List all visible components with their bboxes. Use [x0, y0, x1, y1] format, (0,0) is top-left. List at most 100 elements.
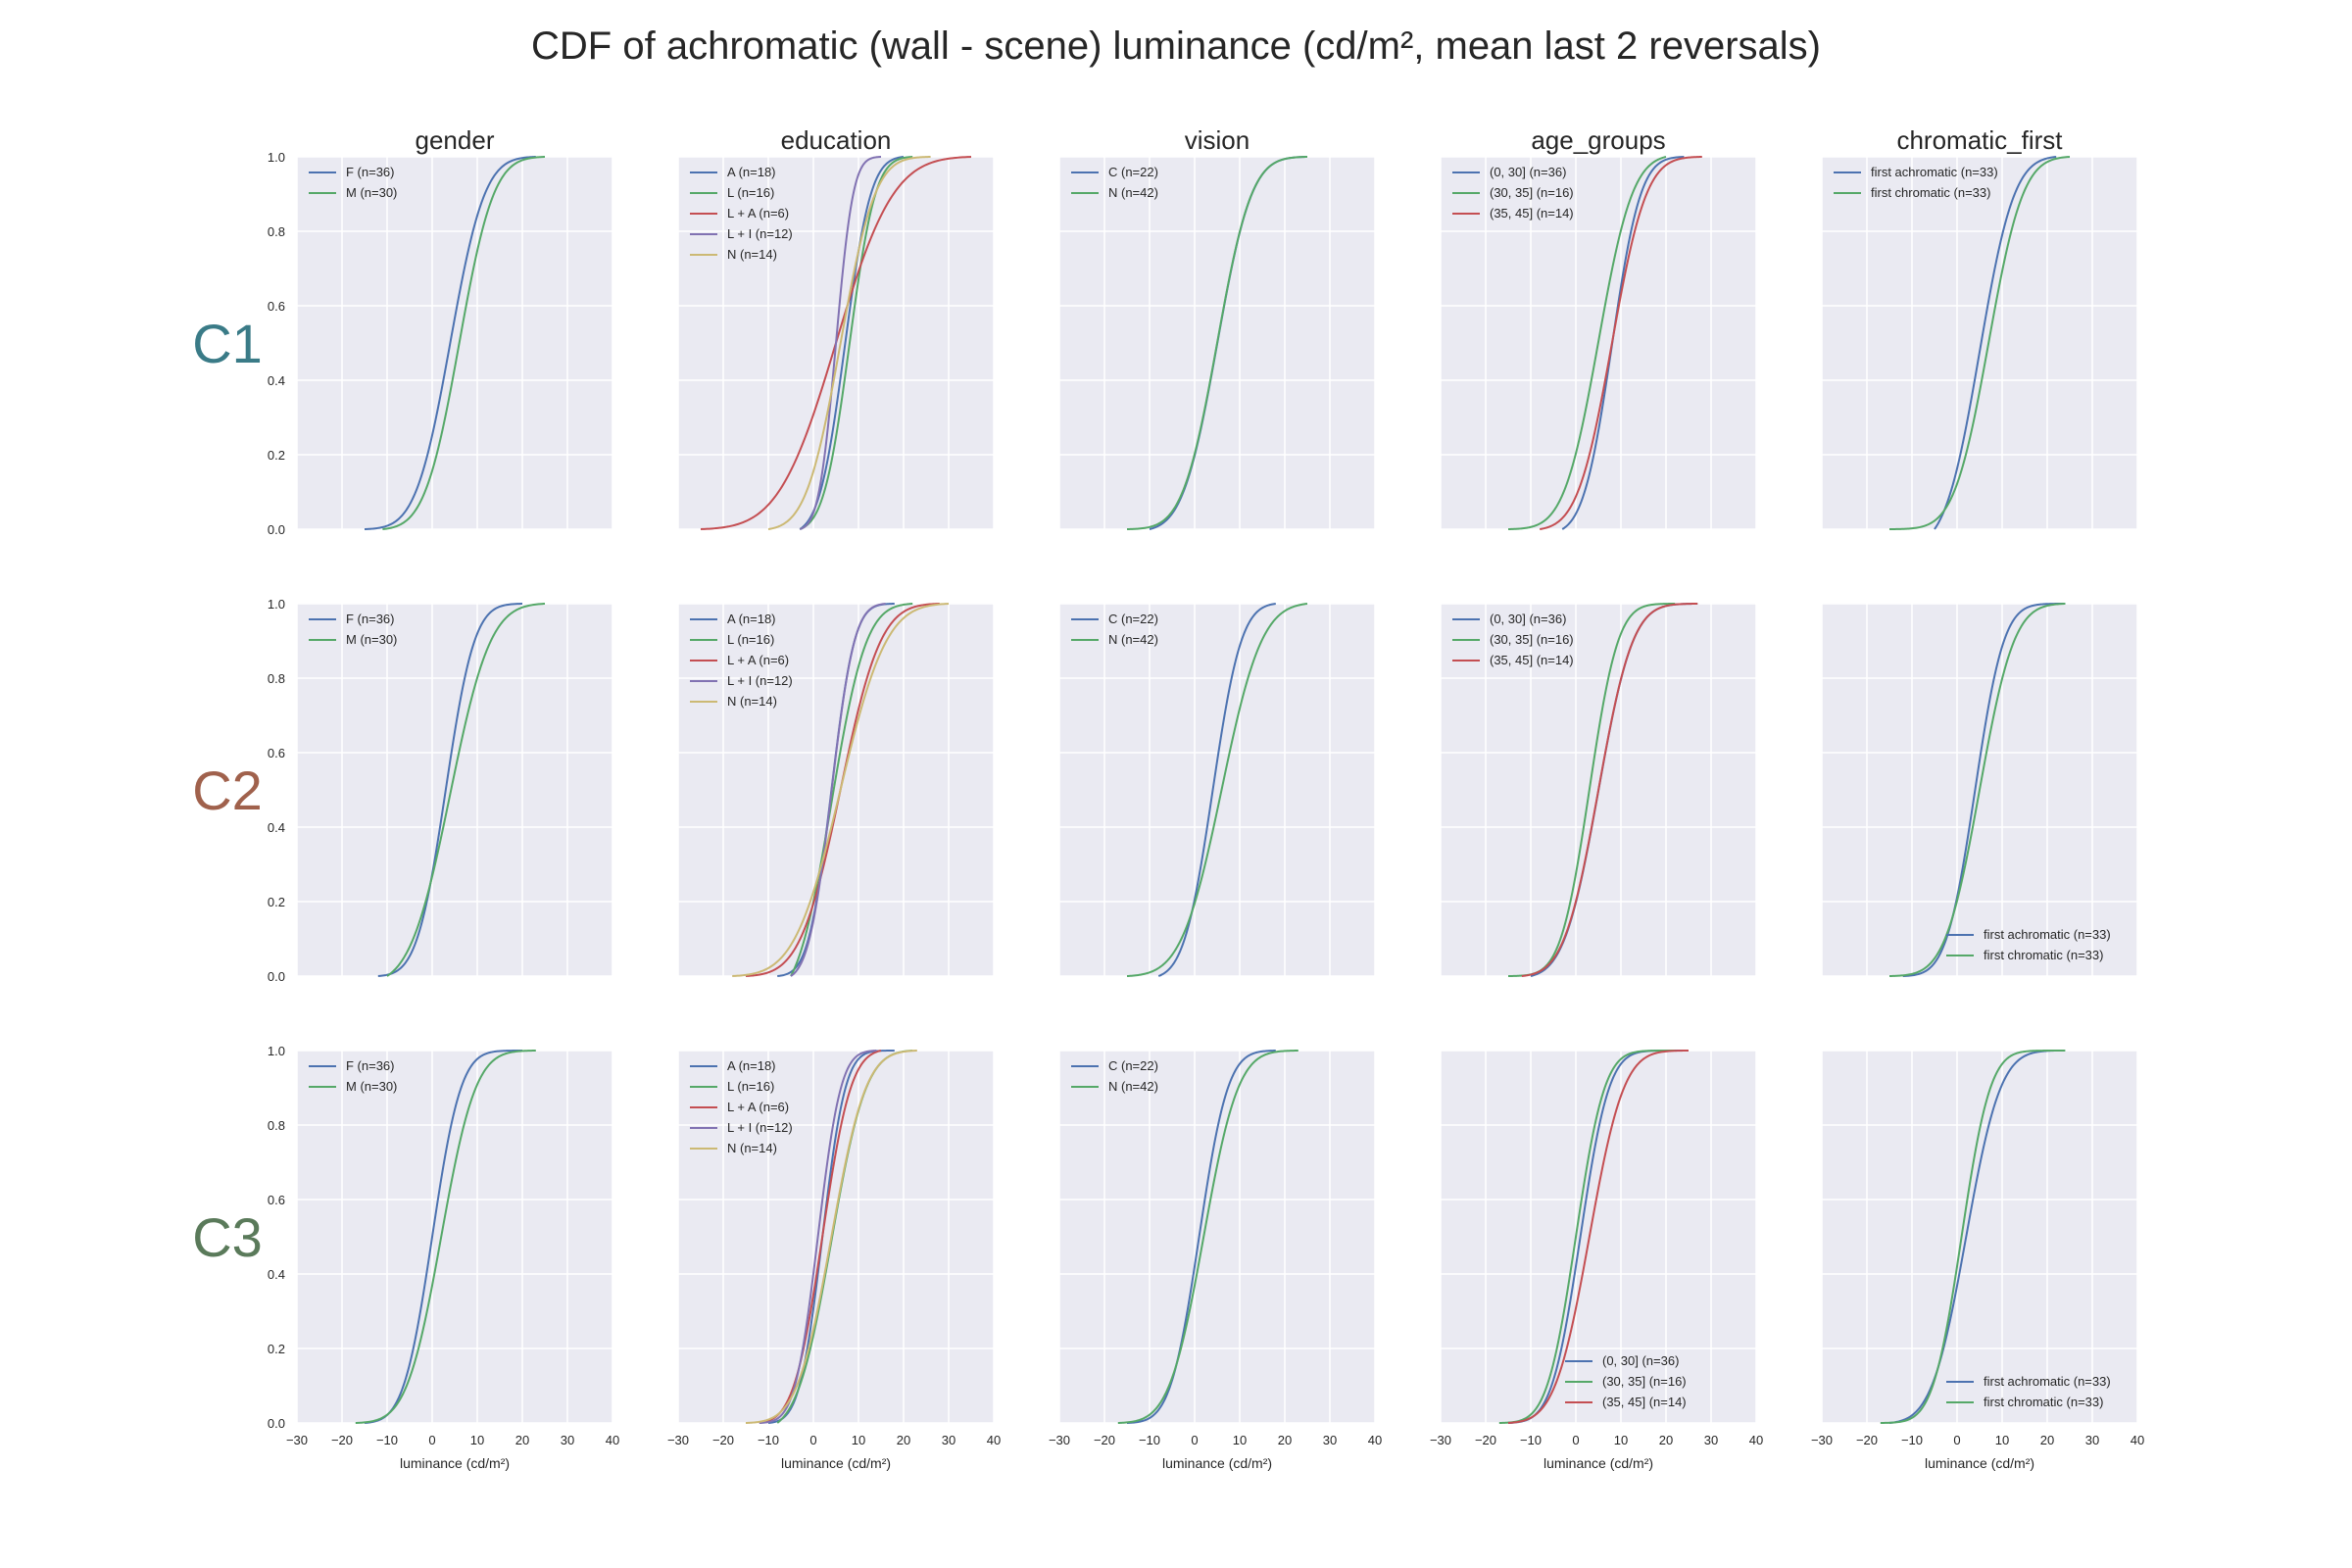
y-tick-label: 0.8 [268, 671, 285, 686]
panel-background [1059, 1051, 1375, 1423]
series-line--35-45-n-14- [1521, 603, 1698, 977]
legend-entry: C (n=22) [1108, 612, 1158, 626]
x-axis-label: luminance (cd/m²) [1925, 1455, 2034, 1471]
series-line-n-n-14- [767, 156, 931, 530]
legend-entry: L + I (n=12) [727, 673, 793, 688]
legend-entry: F (n=36) [346, 612, 395, 626]
panel-background [1822, 1051, 2137, 1423]
legend-entry: N (n=14) [727, 1141, 777, 1155]
x-tick-label: −10 [1520, 1433, 1542, 1447]
y-tick-label: 0.0 [268, 522, 285, 537]
panel-C3-age_groups: −30 −20 −10 0 10 20 30 40 luminance (cd/m²) (0, 3… [1430, 1050, 1763, 1471]
legend-entry: M (n=30) [346, 632, 397, 647]
series-line-c-n-22- [1157, 603, 1276, 977]
panel-C3-gender: 0.0 0.2 0.4 0.6 0.8 1.0 −30 −20 −10 0 10 20 30 40 lumi… [268, 1044, 619, 1471]
y-tick-label: 0.0 [268, 969, 285, 984]
legend-entry: (30, 35] (n=16) [1490, 632, 1574, 647]
legend-entry: first chromatic (n=33) [1984, 948, 2103, 962]
x-tick-label: −20 [1094, 1433, 1115, 1447]
x-tick-label: 0 [428, 1433, 435, 1447]
panel-background [297, 157, 612, 529]
legend: F (n=36) M (n=30) [309, 1058, 397, 1094]
legend-entry: A (n=18) [727, 612, 776, 626]
y-tick-label: 0.4 [268, 820, 285, 835]
series-line-m-n-30- [386, 603, 546, 977]
x-tick-label: 40 [606, 1433, 619, 1447]
panel-C1-vision: C (n=22) N (n=42) [1058, 156, 1376, 530]
x-tick-label: 10 [1995, 1433, 2009, 1447]
legend-entry: L (n=16) [727, 632, 774, 647]
x-tick-label: 20 [1278, 1433, 1292, 1447]
x-tick-label: −20 [1856, 1433, 1878, 1447]
x-tick-label: 30 [942, 1433, 956, 1447]
legend-entry: F (n=36) [346, 1058, 395, 1073]
series-line-first-achromatic-n-33- [1888, 1050, 2057, 1424]
series-line--35-45-n-14- [1507, 1050, 1690, 1424]
row-label-C1: C1 [192, 313, 263, 374]
x-tick-label: −10 [1901, 1433, 1923, 1447]
x-tick-label: 10 [1233, 1433, 1247, 1447]
panel-C3-chromatic_first: −30 −20 −10 0 10 20 30 40 luminance (cd/m²) first… [1811, 1050, 2144, 1471]
series-line-first-chromatic-n-33- [1880, 1050, 2066, 1424]
y-tick-label: 0.2 [268, 895, 285, 909]
legend-entry: (35, 45] (n=14) [1490, 206, 1574, 220]
legend-entry: C (n=22) [1108, 1058, 1158, 1073]
column-title-chromatic_first: chromatic_first [1896, 125, 2063, 155]
legend-entry: first achromatic (n=33) [1984, 927, 2111, 942]
series-line-f-n-36- [364, 156, 536, 530]
x-tick-label: 10 [1614, 1433, 1628, 1447]
legend: A (n=18) L (n=16) L + A (n=6) L + I (n=12) N… [690, 612, 793, 709]
panel-C1-gender: 0.0 0.2 0.4 0.6 0.8 1.0 F (n=36) M (n=30) [268, 150, 613, 537]
legend-entry: N (n=42) [1108, 1079, 1158, 1094]
panel-C2-vision: C (n=22) N (n=42) [1058, 603, 1376, 977]
x-tick-label: 40 [1368, 1433, 1382, 1447]
legend: F (n=36) M (n=30) [309, 612, 397, 647]
legend-entry: (35, 45] (n=14) [1602, 1395, 1687, 1409]
x-axis-label: luminance (cd/m²) [400, 1455, 510, 1471]
legend-entry: L (n=16) [727, 1079, 774, 1094]
x-tick-label: 0 [1191, 1433, 1198, 1447]
legend-entry: N (n=42) [1108, 632, 1158, 647]
series-line-m-n-30- [382, 156, 546, 530]
panel-C3-education: −30 −20 −10 0 10 20 30 40 luminance (cd/m²) A (n=… [667, 1050, 1001, 1471]
x-tick-label: −20 [712, 1433, 734, 1447]
y-tick-label: 0.2 [268, 448, 285, 463]
legend-entry: N (n=14) [727, 694, 777, 709]
legend-entry: L + I (n=12) [727, 226, 793, 241]
series-line-first-achromatic-n-33- [1934, 156, 2057, 530]
x-tick-label: 20 [515, 1433, 529, 1447]
legend-entry: A (n=18) [727, 165, 776, 179]
series-line-l-i-n-12- [799, 156, 882, 530]
legend-entry: L + A (n=6) [727, 653, 789, 667]
x-tick-label: 0 [809, 1433, 816, 1447]
legend: F (n=36) M (n=30) [309, 165, 397, 200]
x-tick-label: −20 [1475, 1433, 1496, 1447]
legend-entry: L (n=16) [727, 185, 774, 200]
panel-background [1059, 604, 1375, 976]
panel-C2-gender: 0.0 0.2 0.4 0.6 0.8 1.0 F (n=36) M (n=30) [268, 597, 613, 984]
x-tick-label: 20 [897, 1433, 910, 1447]
x-tick-label: 10 [852, 1433, 865, 1447]
legend: first achromatic (n=33) first chromatic (… [1946, 1374, 2111, 1409]
x-tick-label: 40 [2131, 1433, 2144, 1447]
legend-entry: M (n=30) [346, 185, 397, 200]
column-title-age_groups: age_groups [1531, 125, 1665, 155]
panel-C1-chromatic_first: first achromatic (n=33) first chromatic (… [1821, 156, 2138, 530]
series-line-l-i-n-12- [759, 1050, 877, 1424]
legend-entry: (0, 30] (n=36) [1490, 165, 1566, 179]
series-line--30-35-n-16- [1498, 1050, 1676, 1424]
x-tick-label: −10 [376, 1433, 398, 1447]
series-line-l-i-n-12- [790, 603, 886, 977]
x-tick-label: 20 [1659, 1433, 1673, 1447]
series-line--0-30-n-36- [1561, 156, 1685, 530]
panel-C2-education: A (n=18) L (n=16) L + A (n=6) L + I (n=12) N… [677, 603, 995, 977]
legend-entry: (30, 35] (n=16) [1602, 1374, 1687, 1389]
panel-grid: gender education vision age_groups chromatic… [192, 125, 2144, 1471]
panel-background [1822, 157, 2137, 529]
legend-entry: A (n=18) [727, 1058, 776, 1073]
legend: A (n=18) L (n=16) L + A (n=6) L + I (n=12) N… [690, 1058, 793, 1155]
panel-background [678, 604, 994, 976]
row-label-C3: C3 [192, 1206, 263, 1268]
legend-entry: L + A (n=6) [727, 1100, 789, 1114]
